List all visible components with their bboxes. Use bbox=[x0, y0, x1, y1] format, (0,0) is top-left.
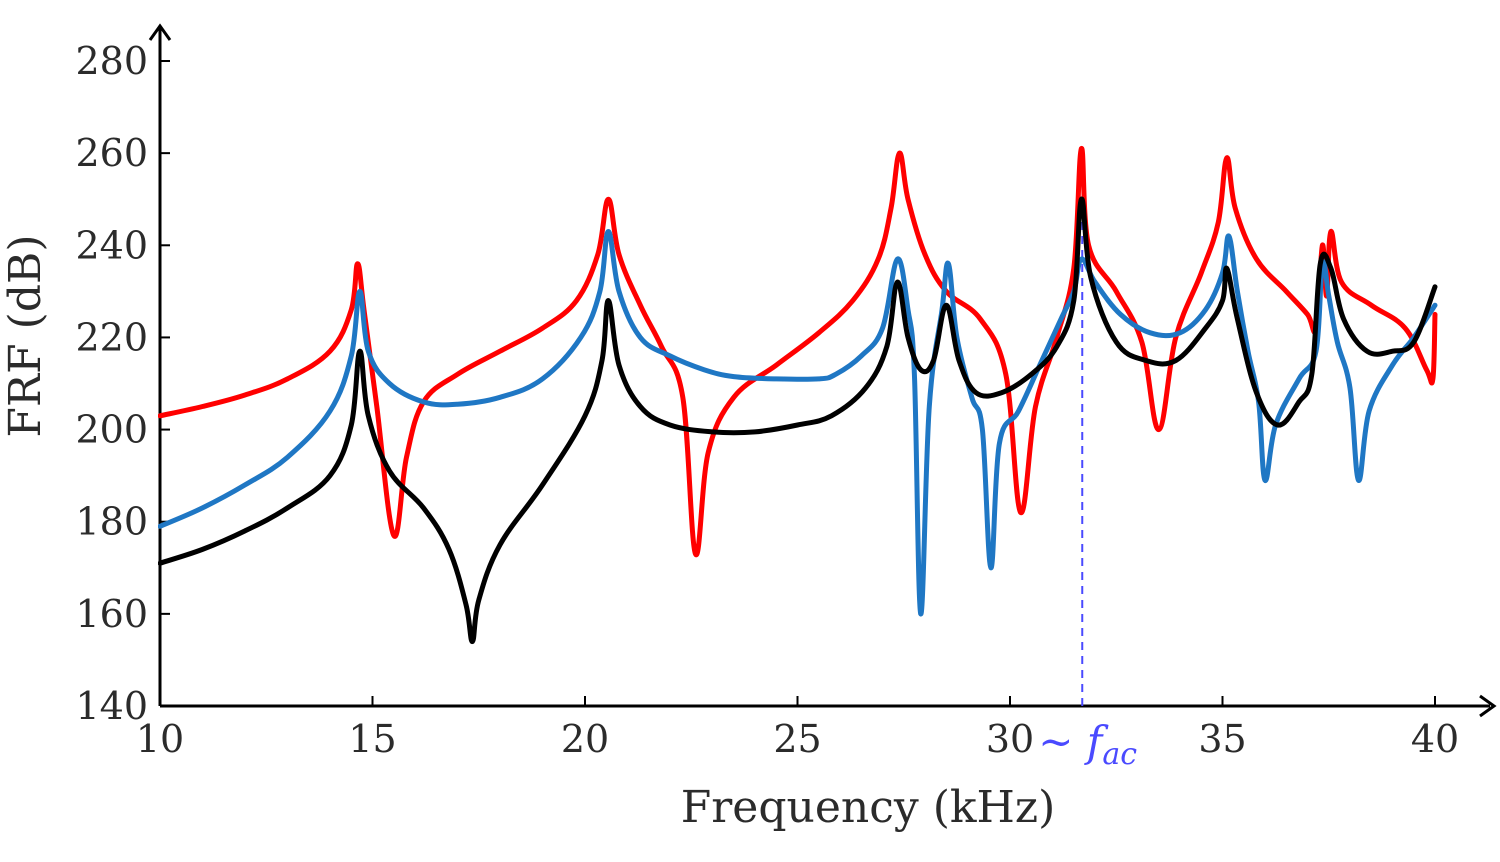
x-tick-label: 20 bbox=[561, 717, 609, 761]
y-tick-label: 160 bbox=[75, 592, 148, 636]
x-tick-label: 15 bbox=[348, 717, 396, 761]
x-tick-label: 30 bbox=[986, 717, 1034, 761]
fac-label: ~ fac bbox=[1038, 717, 1137, 772]
y-tick-label: 240 bbox=[75, 223, 148, 267]
y-tick-label: 140 bbox=[75, 684, 148, 728]
y-tick-label: 180 bbox=[75, 500, 148, 544]
ticks-layer: 10 15 20 25 30 35 40 140 160 180 200 220 240 260 280 bbox=[75, 39, 1459, 761]
annotation-layer: ~ fac bbox=[1038, 217, 1137, 772]
x-tick-label: 10 bbox=[136, 717, 184, 761]
series-line-black bbox=[158, 196, 1438, 645]
x-tick-label: 35 bbox=[1198, 717, 1246, 761]
y-axis-title: FRF (dB) bbox=[0, 234, 51, 437]
y-axis-arrow bbox=[148, 23, 172, 41]
x-tick-label: 40 bbox=[1411, 717, 1459, 761]
fac-label-subscript: ac bbox=[1102, 737, 1137, 772]
x-axis-title: Frequency (kHz) bbox=[681, 782, 1056, 833]
series-line-red bbox=[158, 145, 1438, 558]
x-tick-label: 25 bbox=[773, 717, 821, 761]
series-layer bbox=[158, 145, 1438, 645]
y-tick-label: 200 bbox=[75, 408, 148, 452]
fac-label-prefix: ~ bbox=[1038, 717, 1087, 766]
y-tick-label: 220 bbox=[75, 315, 148, 359]
y-tick-label: 280 bbox=[75, 39, 148, 83]
y-tick-label: 260 bbox=[75, 131, 148, 175]
x-axis-arrow bbox=[1479, 694, 1497, 718]
